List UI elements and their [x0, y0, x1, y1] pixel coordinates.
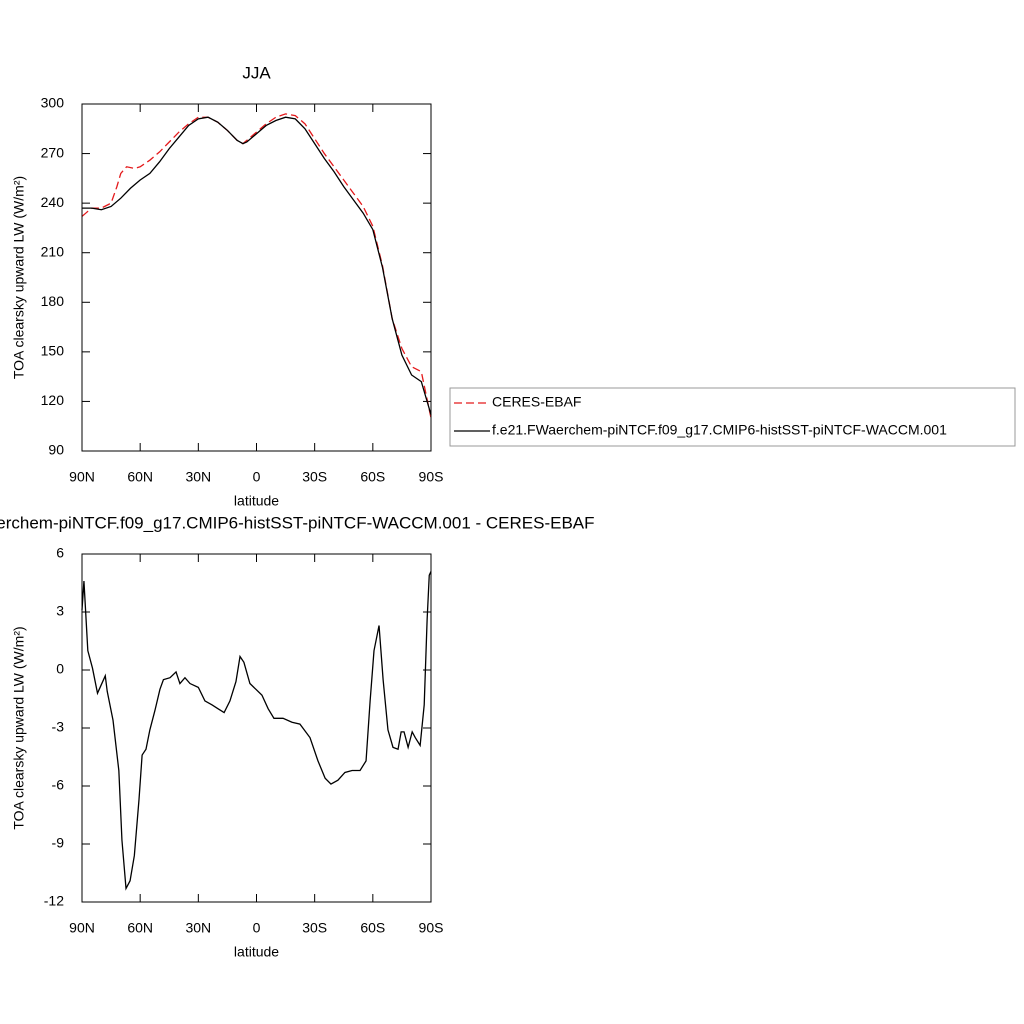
- x-tick-label: 90N: [69, 920, 95, 936]
- x-tick-label: 60N: [127, 469, 153, 485]
- y-tick-label: 6: [56, 545, 64, 561]
- y-tick-label: 0: [56, 661, 64, 677]
- x-tick-label: 30S: [302, 469, 327, 485]
- y-tick-label: 180: [41, 293, 65, 309]
- y-tick-label: -12: [44, 893, 64, 909]
- plot-frame: [81, 103, 432, 452]
- legend: CERES-EBAF f.e21.FWaerchem-piNTCF.f09_g17…: [449, 387, 1016, 447]
- x-tick-label: 30S: [302, 920, 327, 936]
- y-tick-label: 240: [41, 194, 65, 210]
- plot-frame: [81, 553, 432, 903]
- legend-box: [449, 387, 1016, 447]
- y-tick-label: -6: [52, 777, 65, 793]
- x-axis-label: latitude: [234, 493, 279, 509]
- x-tick-label: 60S: [360, 469, 385, 485]
- legend-label: CERES-EBAF: [492, 394, 581, 410]
- x-tick-label: 30N: [185, 920, 211, 936]
- x-axis-label: latitude: [234, 944, 279, 960]
- data-line: [81, 113, 432, 419]
- y-axis-label: TOA clearsky upward LW (W/m²): [11, 626, 27, 829]
- chart-title: JJA: [242, 63, 271, 82]
- y-tick-label: 210: [41, 243, 65, 259]
- y-tick-label: -3: [52, 719, 65, 735]
- y-tick-label: -9: [52, 835, 65, 851]
- y-tick-label: 120: [41, 392, 65, 408]
- x-tick-label: 60N: [127, 920, 153, 936]
- x-tick-label: 90S: [419, 920, 444, 936]
- data-line: [82, 116, 432, 415]
- x-tick-label: 0: [253, 469, 261, 485]
- y-tick-label: 300: [41, 95, 65, 111]
- x-tick-label: 90N: [69, 469, 95, 485]
- x-tick-label: 30N: [185, 469, 211, 485]
- legend-label: f.e21.FWaerchem-piNTCF.f09_g17.CMIP6-his…: [492, 422, 947, 438]
- y-axis-label: TOA clearsky upward LW (W/m²): [11, 176, 27, 379]
- data-line: [81, 571, 432, 891]
- x-tick-label: 90S: [419, 469, 444, 485]
- chart-title: f.e21.FWaerchem-piNTCF.f09_g17.CMIP6-his…: [0, 513, 595, 532]
- y-tick-label: 3: [56, 603, 64, 619]
- y-tick-label: 270: [41, 144, 65, 160]
- x-tick-label: 0: [253, 920, 261, 936]
- x-tick-label: 60S: [360, 920, 385, 936]
- y-tick-label: 90: [48, 442, 64, 458]
- y-tick-label: 150: [41, 343, 65, 359]
